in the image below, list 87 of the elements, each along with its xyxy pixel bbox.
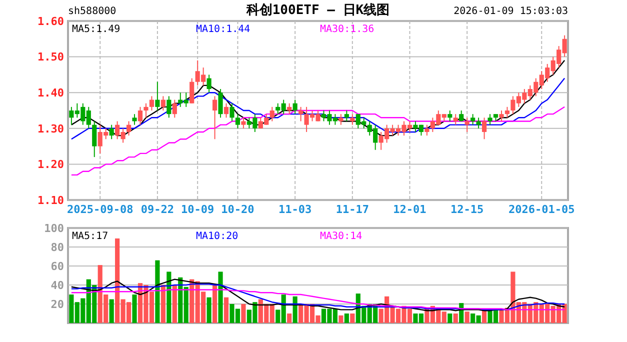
y-tick-label: 1.30 xyxy=(38,122,64,136)
x-tick-label: 09-22 xyxy=(140,203,174,216)
bar xyxy=(212,285,218,323)
y-tick-label: 100 xyxy=(44,222,64,235)
candlestick xyxy=(206,74,212,94)
y-tick-label: 1.20 xyxy=(38,158,64,172)
y-tick-label: 1.10 xyxy=(38,194,64,207)
candlestick xyxy=(298,106,304,122)
candlestick xyxy=(482,117,487,140)
text: 2026-01-09 15:03:03 xyxy=(454,6,568,17)
candlestick xyxy=(224,102,229,118)
bar xyxy=(155,260,160,323)
bar xyxy=(292,296,298,323)
y-tick-label: 1.60 xyxy=(38,14,64,28)
candlestick xyxy=(92,120,97,158)
bar xyxy=(344,314,349,323)
candlestick xyxy=(144,102,148,118)
bar xyxy=(350,314,355,323)
candlestick xyxy=(470,114,476,126)
candlestick xyxy=(126,120,132,136)
x-tick-label: 2025-09-08 xyxy=(66,203,134,216)
line-series xyxy=(70,283,566,310)
candlestick xyxy=(287,102,292,115)
bar xyxy=(453,314,458,323)
x-tick-label: 11-17 xyxy=(336,203,369,216)
bar xyxy=(160,285,166,323)
bar xyxy=(241,304,246,323)
candlestick xyxy=(350,114,355,126)
candlestick xyxy=(172,99,177,118)
candlestick xyxy=(212,96,218,140)
y-tick-label: 80 xyxy=(50,240,64,254)
candlestick xyxy=(155,81,160,111)
candlestick xyxy=(338,114,344,126)
text: MA10:1.44 xyxy=(196,24,250,35)
x-tick-label: 10-09 xyxy=(181,203,214,216)
candlestick xyxy=(488,114,492,126)
candlestick xyxy=(230,102,234,122)
candlestick xyxy=(166,96,172,118)
bar xyxy=(287,314,292,323)
candlestick xyxy=(218,88,223,118)
x-tick-label: 2026-01-05 xyxy=(508,203,575,216)
candlestick xyxy=(424,124,430,136)
bar xyxy=(172,285,177,323)
bar xyxy=(218,272,223,323)
bar xyxy=(166,272,172,323)
x-tick-label: 11-03 xyxy=(278,203,312,216)
y-tick-label: 1.50 xyxy=(38,50,64,64)
text: MA10:20 xyxy=(196,231,238,242)
candlestick xyxy=(292,99,298,115)
candlestick xyxy=(464,117,470,132)
candlestick xyxy=(270,106,274,122)
candlestick xyxy=(476,117,481,129)
candlestick xyxy=(138,106,143,126)
candlestick xyxy=(453,114,458,126)
bar xyxy=(224,297,229,323)
line-series xyxy=(70,289,566,310)
candlestick xyxy=(160,96,166,111)
bar xyxy=(206,297,212,323)
chart-title: 科创100ETF — 日K线图 xyxy=(245,3,390,18)
bar xyxy=(109,299,114,323)
text: MA30:1.36 xyxy=(320,24,374,35)
y-tick-label: 40 xyxy=(50,278,64,292)
y-tick-label: 1.40 xyxy=(38,86,64,100)
x-tick-label: 12-01 xyxy=(393,203,427,216)
bar xyxy=(338,315,344,323)
bar xyxy=(448,314,452,323)
text: MA5:17 xyxy=(72,231,108,242)
candlestick xyxy=(235,114,240,129)
x-tick-label: 12-15 xyxy=(450,203,484,216)
candlestick xyxy=(149,96,154,111)
candlestick xyxy=(132,114,137,126)
text: sh588000 xyxy=(68,6,116,17)
candlestick xyxy=(499,110,504,122)
line-series xyxy=(70,278,566,312)
candlestick xyxy=(504,106,510,118)
text: MA5:1.49 xyxy=(72,24,120,35)
y-tick-label: 20 xyxy=(50,298,64,311)
candlestick xyxy=(344,110,349,122)
candlestick xyxy=(448,110,452,122)
bar xyxy=(464,312,470,323)
candlestick xyxy=(241,117,246,129)
text: MA30:14 xyxy=(320,231,362,242)
candlestick xyxy=(109,124,114,140)
x-tick-label: 10-20 xyxy=(221,203,254,216)
bar xyxy=(132,294,137,323)
y-tick-label: 60 xyxy=(50,260,64,273)
candlestick xyxy=(190,78,194,104)
